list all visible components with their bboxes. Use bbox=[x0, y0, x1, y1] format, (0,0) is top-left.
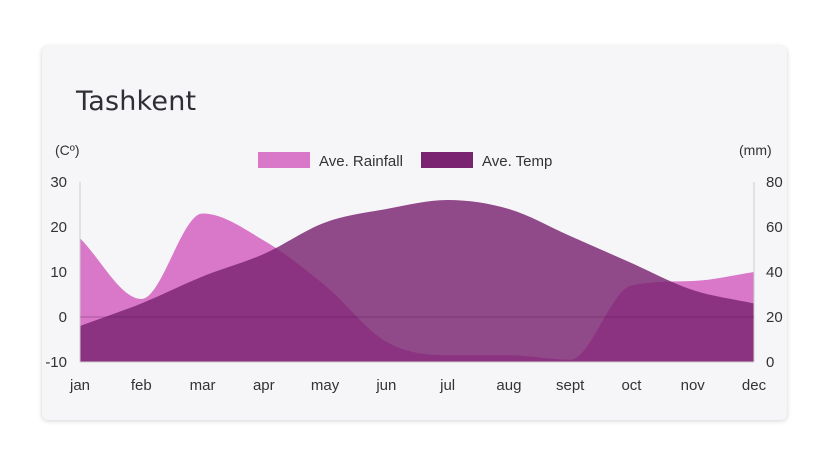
legend-label-temp: Ave. Temp bbox=[482, 153, 552, 170]
left-tick-label: 10 bbox=[50, 264, 67, 281]
right-tick-labels: 80 60 40 20 0 bbox=[766, 174, 783, 371]
x-tick-label: jun bbox=[375, 377, 396, 394]
x-tick-label: feb bbox=[131, 377, 152, 394]
data-point-temp-may[interactable] bbox=[322, 220, 328, 226]
data-point-temp-aug[interactable] bbox=[506, 206, 512, 212]
right-tick-label: 40 bbox=[766, 264, 783, 281]
right-tick-label: 0 bbox=[766, 354, 774, 371]
right-axis-unit: (mm) bbox=[739, 142, 772, 158]
data-point-temp-jun[interactable] bbox=[383, 206, 389, 212]
data-point-temp-jul[interactable] bbox=[445, 197, 451, 203]
series-area-temp bbox=[80, 200, 754, 362]
right-tick-label: 60 bbox=[766, 219, 783, 236]
legend-item-temp[interactable]: Ave. Temp bbox=[421, 152, 552, 170]
data-point-temp-feb[interactable] bbox=[138, 301, 144, 307]
x-tick-label: dec bbox=[742, 377, 767, 394]
x-tick-label: nov bbox=[681, 377, 706, 394]
data-point-temp-oct[interactable] bbox=[628, 260, 634, 266]
data-point-rainfall-apr[interactable] bbox=[261, 238, 267, 244]
left-tick-label: 20 bbox=[50, 219, 67, 236]
legend-swatch-rainfall bbox=[258, 152, 310, 168]
left-axis-unit: (Cº) bbox=[55, 142, 80, 158]
chart-title: Tashkent bbox=[76, 86, 197, 117]
x-tick-labels: jan feb mar apr may jun jul aug sept oct nov dec bbox=[69, 377, 767, 394]
left-tick-labels: 30 20 10 0 -10 bbox=[45, 174, 67, 371]
legend-label-rainfall: Ave. Rainfall bbox=[319, 153, 403, 170]
data-point-rainfall-mar[interactable] bbox=[200, 211, 206, 217]
legend: Ave. Rainfall Ave. Temp bbox=[258, 152, 552, 170]
left-tick-label: 30 bbox=[50, 174, 67, 191]
x-tick-label: sept bbox=[556, 377, 585, 394]
data-point-temp-sept[interactable] bbox=[567, 233, 573, 239]
right-tick-label: 80 bbox=[766, 174, 783, 191]
left-tick-label: 0 bbox=[59, 309, 67, 326]
data-point-temp-nov[interactable] bbox=[690, 287, 696, 293]
legend-swatch-temp bbox=[421, 152, 473, 168]
x-tick-label: apr bbox=[253, 377, 275, 394]
x-tick-label: may bbox=[311, 377, 340, 394]
x-tick-label: jan bbox=[69, 377, 90, 394]
x-tick-label: jul bbox=[439, 377, 455, 394]
plot-areas bbox=[80, 197, 754, 362]
x-tick-label: mar bbox=[190, 377, 216, 394]
axes bbox=[79, 182, 755, 363]
right-tick-label: 20 bbox=[766, 309, 783, 326]
legend-item-rainfall[interactable]: Ave. Rainfall bbox=[258, 152, 403, 170]
data-point-rainfall-nov[interactable] bbox=[690, 278, 696, 284]
left-tick-label: -10 bbox=[45, 354, 67, 371]
x-tick-label: aug bbox=[496, 377, 521, 394]
data-point-temp-apr[interactable] bbox=[261, 251, 267, 257]
data-point-temp-mar[interactable] bbox=[200, 274, 206, 280]
x-tick-label: oct bbox=[621, 377, 642, 394]
